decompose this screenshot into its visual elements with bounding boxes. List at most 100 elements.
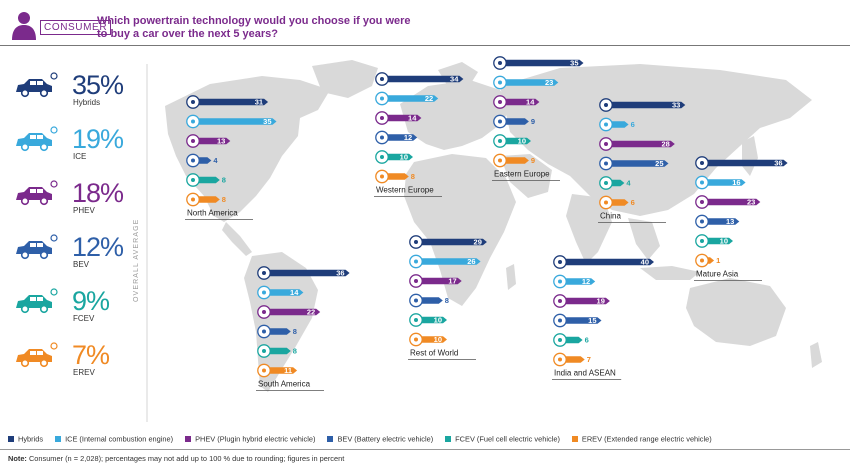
legend-label: ICE (Internal combustion engine) — [65, 434, 174, 444]
value-mature-asia-hybrids: 36 — [774, 159, 782, 168]
value-south-america-phev: 22 — [307, 308, 315, 317]
bar-india-and-asean-erev — [566, 356, 585, 363]
bar-north-america-phev — [199, 137, 231, 145]
bar-north-america-ice — [199, 118, 277, 125]
footnote: Note: Consumer (n = 2,028); percentages … — [0, 449, 850, 463]
bar-western-europe-phev — [388, 114, 422, 122]
powertrain-map-chart: OVERALL AVERAGE 35%Hybrids19%ICE18%PHEV1… — [16, 56, 822, 422]
overall-name-bev: BEV — [73, 260, 90, 269]
legend-label: Hybrids — [18, 434, 44, 444]
value-north-america-bev: 4 — [213, 156, 218, 165]
bar-south-america-erev — [270, 367, 298, 374]
bar-mature-asia-erev — [708, 257, 715, 264]
value-india-and-asean-erev: 7 — [587, 355, 591, 364]
bar-rest-of-world-ice — [422, 258, 481, 265]
bar-china-erev — [612, 199, 629, 206]
legend-label: EREV (Extended range electric vehicle) — [581, 434, 712, 444]
bar-india-and-asean-bev — [566, 317, 602, 324]
value-north-america-phev: 13 — [217, 137, 225, 146]
bar-western-europe-erev — [388, 173, 409, 180]
overall-item-phev: 18%PHEV — [16, 178, 125, 215]
region-india-and-asean: 40 12 19 15 6 7 India and ASEAN — [552, 255, 654, 380]
region-western-europe: 34 22 14 12 10 8 Western Europe — [374, 72, 464, 197]
bar-eastern-europe-hybrids — [506, 59, 584, 67]
overall-average-panel: OVERALL AVERAGE 35%Hybrids19%ICE18%PHEV1… — [16, 64, 148, 422]
bar-china-fcev — [612, 179, 625, 187]
bar-north-america-fcev — [199, 176, 220, 184]
legend-swatch — [571, 436, 578, 443]
bar-india-and-asean-phev — [566, 297, 610, 305]
consumer-badge: CONSUMER — [40, 20, 112, 35]
value-rest-of-world-ice: 26 — [467, 257, 475, 266]
bar-south-america-ice — [270, 289, 304, 296]
value-western-europe-bev: 12 — [404, 133, 412, 142]
overall-name-ice: ICE — [73, 152, 86, 161]
region-china: 33 6 28 25 4 6 China — [598, 98, 686, 223]
value-rest-of-world-fcev: 10 — [434, 316, 442, 325]
value-mature-asia-phev: 23 — [747, 198, 755, 207]
overall-name-erev: EREV — [73, 368, 95, 377]
value-western-europe-hybrids: 34 — [450, 75, 459, 84]
value-india-and-asean-ice: 12 — [582, 277, 590, 286]
value-rest-of-world-phev: 17 — [448, 277, 456, 286]
legend-item-ice: ICE (Internal combustion engine) — [55, 434, 173, 444]
region-name-western-europe: Western Europe — [376, 186, 434, 195]
bar-mature-asia-hybrids — [708, 159, 788, 167]
value-china-phev: 28 — [661, 140, 669, 149]
region-rest-of-world: 29 26 17 8 10 10 Rest of World — [408, 235, 487, 360]
bar-eastern-europe-phev — [506, 98, 540, 106]
value-eastern-europe-phev: 14 — [526, 98, 535, 107]
car-ice-icon — [16, 126, 58, 152]
note-text: Consumer (n = 2,028); percentages may no… — [26, 454, 345, 463]
bar-north-america-bev — [199, 157, 212, 164]
region-eastern-europe: 35 23 14 9 10 9 Eastern Europe — [492, 56, 584, 181]
overall-pct-erev: 7% — [72, 340, 110, 370]
value-north-america-erev: 8 — [222, 195, 226, 204]
region-north-america: 31 35 13 4 8 8 North America — [185, 95, 277, 220]
value-china-ice: 6 — [631, 120, 635, 129]
bar-north-america-erev — [199, 196, 220, 203]
legend-swatch — [55, 436, 62, 443]
car-hybrid-icon — [16, 72, 58, 98]
value-mature-asia-ice: 16 — [732, 178, 740, 187]
car-bev-icon — [16, 234, 58, 260]
value-south-america-bev: 8 — [293, 327, 297, 336]
region-name-north-america: North America — [187, 209, 238, 218]
bar-rest-of-world-bev — [422, 297, 443, 304]
value-china-bev: 25 — [655, 159, 663, 168]
bar-china-phev — [612, 140, 675, 148]
bar-mature-asia-fcev — [708, 237, 733, 245]
value-eastern-europe-fcev: 10 — [518, 137, 526, 146]
overall-pct-ice: 19% — [72, 124, 124, 154]
bar-south-america-bev — [270, 328, 291, 335]
bar-south-america-fcev — [270, 347, 291, 355]
value-western-europe-fcev: 10 — [400, 153, 408, 162]
bar-india-and-asean-hybrids — [566, 258, 654, 266]
legend-label: BEV (Battery electric vehicle) — [337, 434, 434, 444]
bar-eastern-europe-erev — [506, 157, 529, 164]
bar-western-europe-bev — [388, 134, 418, 141]
legend-label: PHEV (Plugin hybrid electric vehicle) — [195, 434, 316, 444]
region-name-mature-asia: Mature Asia — [696, 270, 739, 279]
legend-item-bev: BEV (Battery electric vehicle) — [327, 434, 433, 444]
bar-south-america-hybrids — [270, 269, 350, 277]
bar-china-hybrids — [612, 101, 686, 109]
value-mature-asia-bev: 13 — [726, 217, 734, 226]
legend-item-hybrids: Hybrids — [8, 434, 43, 444]
overall-pct-fcev: 9% — [72, 286, 110, 316]
bar-mature-asia-ice — [708, 179, 746, 186]
legend-swatch — [8, 436, 14, 443]
bar-china-bev — [612, 160, 669, 167]
bar-eastern-europe-ice — [506, 79, 559, 86]
overall-item-erev: 7%EREV — [16, 340, 111, 377]
note-prefix: Note: — [8, 454, 27, 463]
value-eastern-europe-erev: 9 — [531, 156, 535, 165]
overall-item-ice: 19%ICE — [16, 124, 125, 161]
overall-name-phev: PHEV — [73, 206, 95, 215]
overall-item-fcev: 9%FCEV — [16, 286, 111, 323]
value-north-america-hybrids: 31 — [255, 98, 263, 107]
bar-india-and-asean-fcev — [566, 336, 583, 344]
header: CONSUMER Which powertrain technology wou… — [0, 0, 850, 46]
car-fcev-icon — [16, 288, 58, 314]
overall-pct-bev: 12% — [72, 232, 124, 262]
